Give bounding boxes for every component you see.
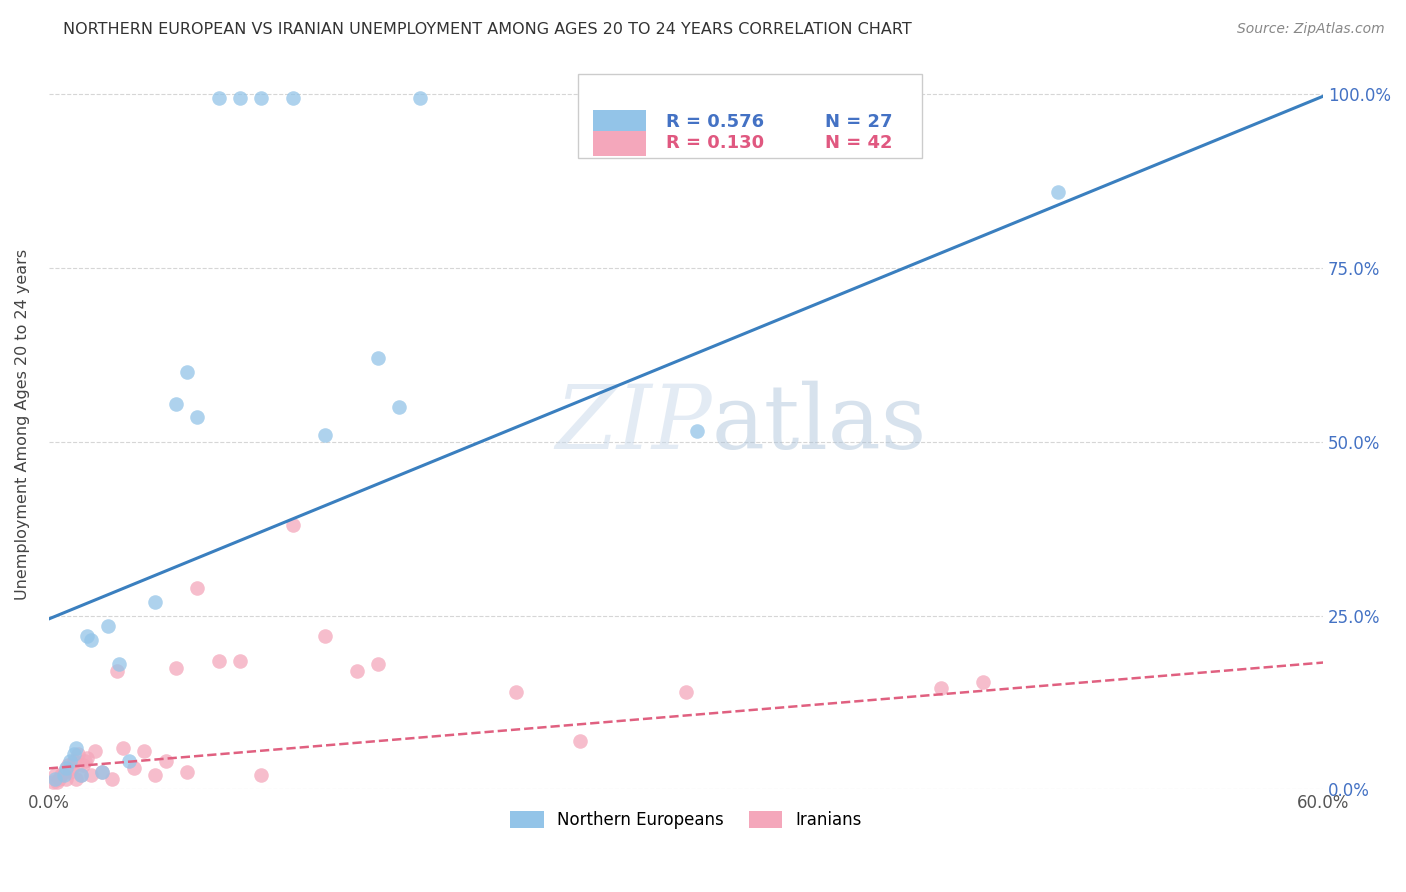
Point <box>118 755 141 769</box>
Point <box>929 681 952 696</box>
Point <box>65 772 87 786</box>
Point <box>143 768 166 782</box>
Text: N = 42: N = 42 <box>825 135 893 153</box>
Point <box>143 594 166 608</box>
Point <box>165 660 187 674</box>
Point <box>505 685 527 699</box>
Point <box>44 772 66 786</box>
Point <box>685 425 707 439</box>
Point <box>281 91 304 105</box>
Text: ZIP: ZIP <box>555 381 711 467</box>
Point <box>44 768 66 782</box>
Point <box>56 758 79 772</box>
Point <box>73 755 96 769</box>
Point <box>176 365 198 379</box>
Point <box>69 768 91 782</box>
Point <box>101 772 124 786</box>
Point <box>112 740 135 755</box>
Point <box>60 761 83 775</box>
Legend: Northern Europeans, Iranians: Northern Europeans, Iranians <box>503 804 869 836</box>
Y-axis label: Unemployment Among Ages 20 to 24 years: Unemployment Among Ages 20 to 24 years <box>15 249 30 600</box>
Point <box>1046 185 1069 199</box>
Point <box>80 768 103 782</box>
Point <box>122 761 145 775</box>
Point <box>250 91 273 105</box>
Point <box>155 755 177 769</box>
Point <box>176 764 198 779</box>
Point <box>59 755 82 769</box>
Text: N = 27: N = 27 <box>825 113 893 131</box>
Point <box>229 654 252 668</box>
Point <box>63 747 86 762</box>
Point <box>59 764 82 779</box>
Point <box>97 619 120 633</box>
Point <box>165 396 187 410</box>
Point <box>69 768 91 782</box>
Text: R = 0.130: R = 0.130 <box>665 135 763 153</box>
Point <box>367 657 389 672</box>
Point <box>134 744 156 758</box>
Point <box>314 629 336 643</box>
Point <box>72 758 94 772</box>
Point <box>367 351 389 366</box>
Point <box>63 755 86 769</box>
Point <box>67 747 90 762</box>
Point <box>208 654 231 668</box>
Point <box>52 764 75 779</box>
Point <box>675 685 697 699</box>
Text: NORTHERN EUROPEAN VS IRANIAN UNEMPLOYMENT AMONG AGES 20 TO 24 YEARS CORRELATION : NORTHERN EUROPEAN VS IRANIAN UNEMPLOYMEN… <box>63 22 912 37</box>
Point <box>229 91 252 105</box>
Point <box>346 664 368 678</box>
Point <box>55 772 77 786</box>
FancyBboxPatch shape <box>578 74 922 158</box>
Point <box>105 664 128 678</box>
Point <box>55 761 77 775</box>
Point <box>90 764 112 779</box>
Point <box>42 775 65 789</box>
Point <box>568 733 591 747</box>
Point <box>51 768 73 782</box>
Point <box>186 581 208 595</box>
Point <box>52 768 75 782</box>
Point <box>76 751 98 765</box>
Point <box>108 657 131 672</box>
Point <box>972 674 994 689</box>
FancyBboxPatch shape <box>593 131 647 156</box>
Point <box>84 744 107 758</box>
Text: atlas: atlas <box>711 381 927 468</box>
Point <box>76 629 98 643</box>
Point <box>250 768 273 782</box>
Text: Source: ZipAtlas.com: Source: ZipAtlas.com <box>1237 22 1385 37</box>
Point <box>65 740 87 755</box>
Point <box>48 772 70 786</box>
Point <box>281 518 304 533</box>
Point <box>409 91 432 105</box>
Point <box>80 632 103 647</box>
Point <box>208 91 231 105</box>
Text: R = 0.576: R = 0.576 <box>665 113 763 131</box>
Point <box>186 410 208 425</box>
Point <box>388 400 411 414</box>
Point <box>90 764 112 779</box>
FancyBboxPatch shape <box>593 110 647 135</box>
Point <box>314 427 336 442</box>
Point <box>46 775 69 789</box>
